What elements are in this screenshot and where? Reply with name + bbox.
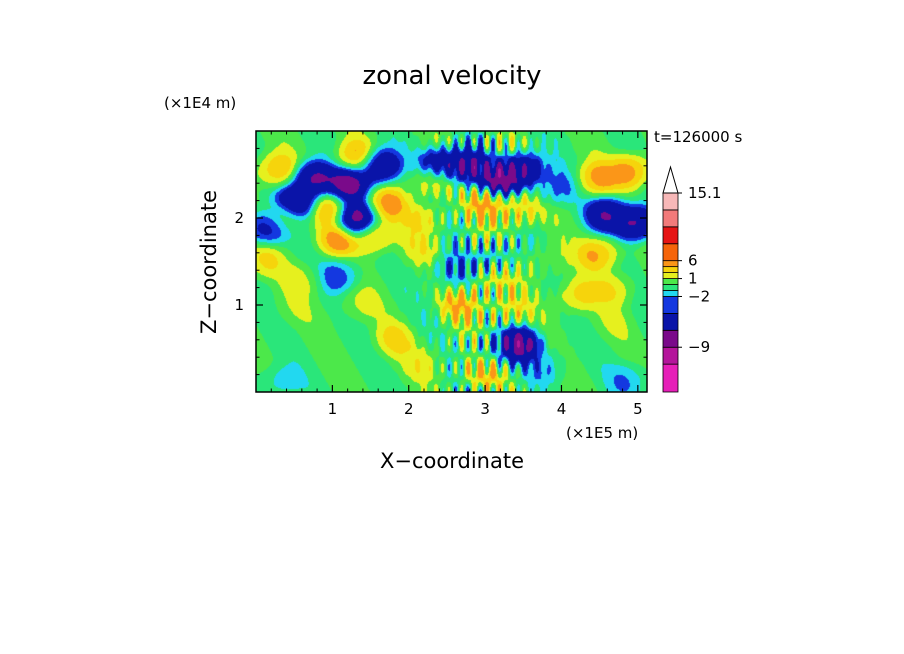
- x-tick-label: 1: [328, 400, 338, 418]
- plot-frame: [255, 130, 648, 393]
- colorbar-band: [662, 192, 679, 211]
- colorbar-band: [662, 266, 679, 274]
- x-axis-ticks: 1 2 3 4 5: [270, 131, 643, 418]
- colorbar-band: [662, 284, 679, 291]
- colorbar-band: [662, 290, 679, 297]
- colorbar: 15.1 61−2 −9: [662, 165, 721, 393]
- colorbar-band: [662, 296, 679, 314]
- y-multiplier-label: (×1E4 m): [164, 94, 236, 112]
- x-tick-label: 5: [633, 400, 643, 418]
- x-tick-label: 2: [404, 400, 414, 418]
- colorbar-band: [662, 346, 679, 365]
- colorbar-label: 6: [688, 252, 698, 270]
- x-tick-label: 3: [480, 400, 490, 418]
- colorbar-band: [662, 312, 679, 331]
- chart-title: zonal velocity: [362, 61, 541, 91]
- y-axis-ticks: 12: [234, 147, 647, 376]
- colorbar-label: −2: [688, 287, 710, 305]
- y-tick-label: 1: [234, 296, 244, 314]
- colorbar-extend-max: [662, 165, 679, 194]
- colorbar-band: [662, 278, 679, 285]
- colorbar-label: 1: [688, 270, 698, 288]
- colorbar-band: [662, 243, 679, 262]
- time-label: t=126000 s: [654, 128, 742, 146]
- colorbar-band: [662, 226, 679, 245]
- colorbar-band: [662, 260, 679, 268]
- colorbar-label: 15.1: [688, 184, 721, 202]
- colorbar-label: −9: [688, 338, 710, 356]
- colorbar-band: [662, 272, 679, 279]
- velocity-field: [256, 131, 647, 392]
- colorbar-band: [662, 329, 679, 348]
- x-axis-label: X−coordinate: [380, 449, 524, 473]
- colorbar-band: [662, 209, 679, 228]
- x-multiplier-label: (×1E5 m): [566, 424, 638, 442]
- colorbar-band: [662, 363, 679, 393]
- y-axis-label: Z−coordinate: [197, 190, 221, 334]
- y-tick-label: 2: [234, 209, 244, 227]
- x-tick-label: 4: [557, 400, 567, 418]
